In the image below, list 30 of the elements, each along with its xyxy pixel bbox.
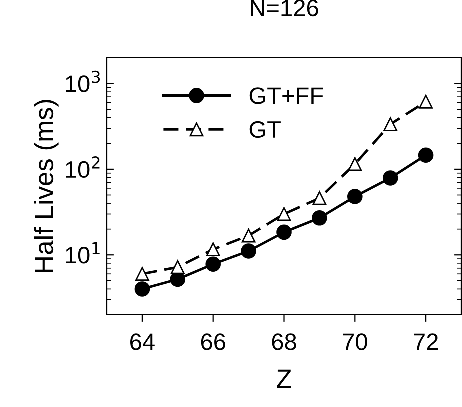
point [276, 224, 292, 240]
point [242, 228, 256, 243]
point [134, 282, 150, 297]
point [312, 210, 328, 226]
point [170, 260, 185, 274]
x-tick-label: 72 [414, 334, 438, 350]
x-tick-label: 68 [272, 334, 296, 350]
x-tick-label: 64 [130, 334, 155, 350]
point [277, 207, 292, 222]
point [382, 170, 398, 186]
point [206, 242, 220, 257]
point [348, 189, 363, 204]
y-tick-label: 10$^{1}$ [66, 242, 100, 264]
x-axis-title: Z [277, 370, 292, 388]
chart-title: N=126 [251, 0, 318, 17]
point [384, 118, 398, 132]
x-tick-label: 70 [343, 334, 368, 350]
point [206, 256, 221, 272]
x-tick-label: 66 [201, 334, 226, 350]
y-tick-label: 10$^{3}$ [66, 70, 100, 92]
point [418, 148, 434, 164]
y-tick-label: 10$^{2}$ [66, 156, 100, 178]
point [136, 267, 150, 282]
point [348, 157, 362, 172]
point [419, 94, 433, 109]
legend-label: GT [250, 121, 281, 138]
y-axis-title: Half Lives (ms) [34, 100, 59, 272]
point [241, 244, 256, 259]
point [312, 191, 327, 206]
legend-label: GT+FF [250, 88, 324, 104]
